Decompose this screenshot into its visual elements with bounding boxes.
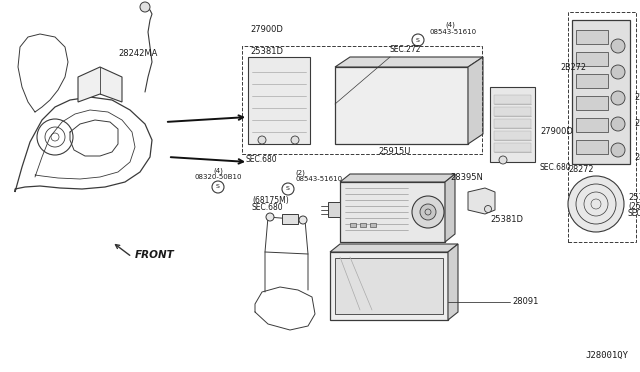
- Text: 27900D: 27900D: [540, 128, 573, 137]
- Text: SEC.680: SEC.680: [540, 163, 572, 171]
- Text: SEC.680: SEC.680: [252, 202, 284, 212]
- Bar: [568, 12, 636, 242]
- Polygon shape: [330, 244, 458, 252]
- Bar: [360, 223, 366, 227]
- Text: 25391: 25391: [628, 192, 640, 202]
- Polygon shape: [468, 57, 483, 144]
- Circle shape: [611, 91, 625, 105]
- Bar: [494, 107, 531, 116]
- Text: S: S: [286, 186, 290, 192]
- Text: 27563M: 27563M: [634, 93, 640, 103]
- Circle shape: [484, 205, 492, 212]
- Text: 28272: 28272: [634, 153, 640, 161]
- Polygon shape: [468, 188, 495, 214]
- Polygon shape: [335, 57, 483, 67]
- Text: 28091: 28091: [512, 298, 538, 307]
- Text: 25381D: 25381D: [490, 215, 523, 224]
- Text: 08543-51610: 08543-51610: [430, 29, 477, 35]
- Polygon shape: [445, 174, 455, 242]
- Bar: [494, 119, 531, 128]
- Polygon shape: [248, 57, 310, 144]
- Circle shape: [420, 204, 436, 220]
- Bar: [576, 140, 608, 154]
- Bar: [370, 223, 376, 227]
- Bar: [494, 131, 531, 140]
- Circle shape: [611, 117, 625, 131]
- Text: 25915U: 25915U: [379, 148, 411, 157]
- Text: 27900D: 27900D: [250, 26, 283, 35]
- Polygon shape: [490, 87, 535, 162]
- Text: 25381D: 25381D: [250, 48, 283, 57]
- Polygon shape: [448, 244, 458, 320]
- Text: S: S: [216, 185, 220, 189]
- Polygon shape: [572, 20, 630, 164]
- Circle shape: [140, 2, 150, 12]
- Bar: [576, 30, 608, 44]
- Text: J28001QY: J28001QY: [585, 351, 628, 360]
- Text: 08543-51610: 08543-51610: [295, 176, 342, 182]
- Circle shape: [266, 213, 274, 221]
- Bar: [576, 96, 608, 110]
- Text: 27563M: 27563M: [634, 119, 640, 128]
- Circle shape: [258, 136, 266, 144]
- Bar: [494, 95, 531, 104]
- Text: 08320-50B10: 08320-50B10: [195, 174, 242, 180]
- Circle shape: [412, 196, 444, 228]
- Circle shape: [499, 156, 507, 164]
- Bar: [350, 223, 356, 227]
- Polygon shape: [340, 182, 445, 242]
- Text: (4): (4): [213, 168, 223, 174]
- Circle shape: [611, 39, 625, 53]
- Text: 28272: 28272: [568, 166, 593, 174]
- Polygon shape: [328, 202, 340, 217]
- Bar: [282, 214, 298, 224]
- Text: SEC.680: SEC.680: [246, 155, 278, 164]
- Text: FRONT: FRONT: [135, 250, 175, 260]
- Text: (2): (2): [295, 170, 305, 176]
- Text: S: S: [416, 38, 420, 42]
- Bar: [576, 52, 608, 66]
- Polygon shape: [330, 252, 448, 320]
- Bar: [576, 74, 608, 88]
- Bar: [335, 258, 443, 314]
- Text: 2B272: 2B272: [560, 62, 586, 71]
- Bar: [576, 118, 608, 132]
- Text: SEC.248: SEC.248: [628, 209, 640, 218]
- Circle shape: [299, 216, 307, 224]
- Circle shape: [611, 143, 625, 157]
- Bar: [242, 46, 482, 154]
- Circle shape: [568, 176, 624, 232]
- Text: 28242MA: 28242MA: [118, 49, 157, 58]
- Text: (68175M): (68175M): [252, 196, 289, 205]
- Text: SEC.272: SEC.272: [390, 45, 422, 54]
- Polygon shape: [340, 174, 455, 182]
- Polygon shape: [335, 67, 468, 144]
- Text: (4): (4): [445, 22, 455, 28]
- Bar: [494, 143, 531, 152]
- Polygon shape: [78, 67, 122, 102]
- Circle shape: [291, 136, 299, 144]
- Text: 28395N: 28395N: [450, 173, 483, 182]
- Text: (25B10): (25B10): [628, 202, 640, 212]
- Circle shape: [611, 65, 625, 79]
